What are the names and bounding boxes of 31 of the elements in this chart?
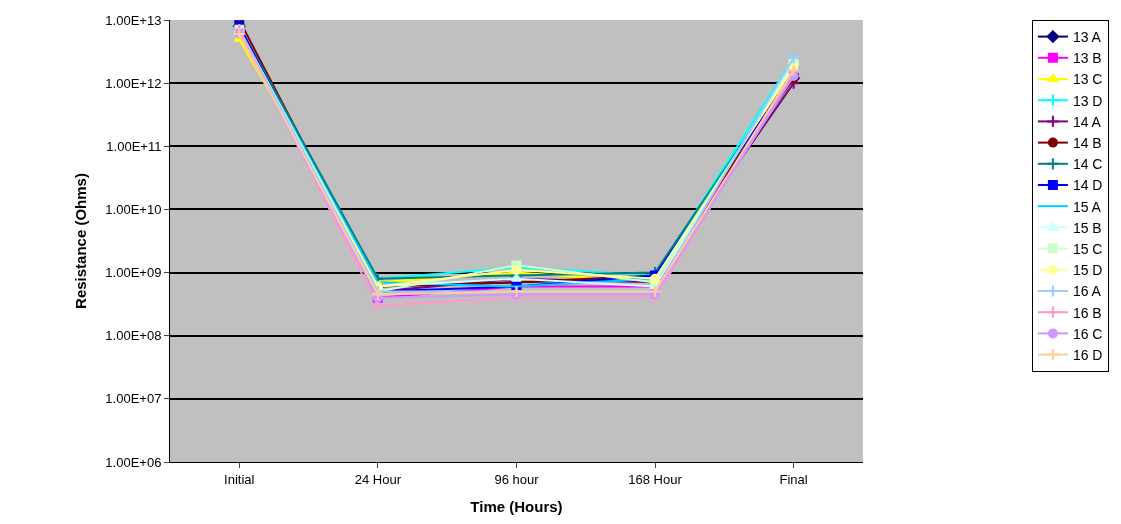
- y-tick-label: 1.00E+10: [105, 201, 162, 217]
- legend-label: 16 C: [1072, 325, 1103, 342]
- legend-label: 15 B: [1072, 219, 1102, 236]
- y-tick-label: 1.00E+13: [105, 12, 162, 28]
- legend-label: 14 A: [1072, 113, 1102, 130]
- x-tick-label: 96 hour: [494, 471, 540, 487]
- legend-label: 15 C: [1072, 241, 1103, 258]
- x-tick-label: Final: [779, 471, 808, 487]
- legend-label: 13 C: [1072, 71, 1103, 88]
- legend-label: 15 D: [1072, 262, 1103, 279]
- x-tick-label: 168 Hour: [628, 471, 683, 487]
- legend-label: 13 D: [1072, 92, 1103, 109]
- x-tick-label: 24 Hour: [354, 471, 402, 487]
- legend-label: 13 B: [1072, 50, 1102, 67]
- y-tick-label: 1.00E+09: [105, 265, 162, 281]
- legend-label: 13 A: [1072, 29, 1102, 46]
- legend-label: 14 B: [1072, 135, 1102, 152]
- legend-label: 16 A: [1072, 283, 1102, 300]
- legend-label: 14 D: [1072, 177, 1103, 194]
- y-tick-label: 1.00E+07: [105, 391, 162, 407]
- legend-label: 16 B: [1072, 304, 1102, 321]
- y-tick-label: 1.00E+12: [105, 75, 162, 91]
- y-tick-label: 1.00E+06: [105, 454, 162, 470]
- legend-label: 14 C: [1072, 156, 1103, 173]
- x-tick-label: Initial: [224, 471, 255, 487]
- x-axis-title: Time (Hours): [470, 497, 563, 515]
- legend-label: 15 A: [1072, 198, 1102, 215]
- y-tick-label: 1.00E+11: [106, 138, 162, 154]
- y-tick-label: 1.00E+08: [105, 328, 162, 344]
- y-axis-title: Resistance (Ohms): [71, 173, 89, 309]
- legend-label: 16 D: [1072, 347, 1103, 364]
